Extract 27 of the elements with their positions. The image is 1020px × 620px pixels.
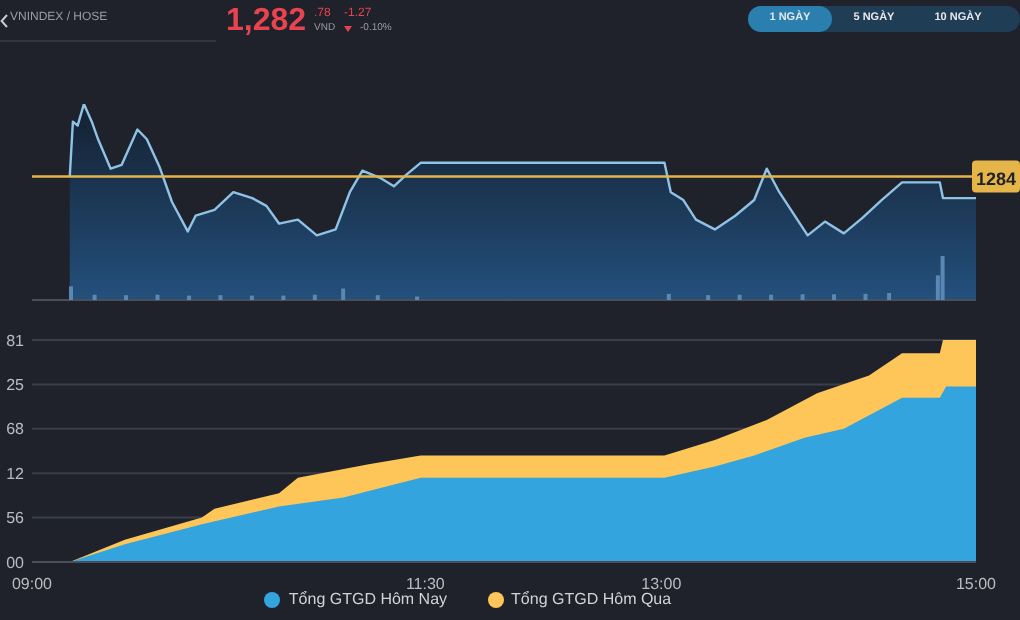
bar [887, 292, 892, 300]
bar [940, 256, 945, 300]
text: 68 [6, 420, 26, 439]
bar [800, 294, 805, 300]
bar [769, 294, 774, 300]
x-tick-label: 13:00 [641, 575, 683, 594]
bar [68, 286, 73, 300]
bar [737, 294, 742, 300]
bar [155, 294, 160, 300]
bar [832, 294, 837, 300]
bar [863, 293, 868, 300]
bar [666, 293, 671, 300]
text: 25 [6, 376, 26, 395]
text: 00 [6, 553, 26, 572]
bar [341, 288, 346, 300]
legend-label: Tổng GTGD Hôm Nay [288, 590, 448, 608]
text: 81 [6, 331, 26, 350]
legend-label: Tổng GTGD Hôm Qua [511, 590, 672, 608]
x-tick-label: 09:00 [11, 575, 54, 594]
text: 1,282 [226, 4, 307, 38]
x-tick-label: 15:00 [955, 575, 998, 594]
text: 56 [6, 509, 26, 528]
annotation: 1284 [975, 168, 1017, 189]
bar [312, 294, 317, 300]
text: 12 [6, 464, 26, 483]
bar [92, 294, 97, 300]
x-tick-label: 11:30 [405, 575, 446, 594]
